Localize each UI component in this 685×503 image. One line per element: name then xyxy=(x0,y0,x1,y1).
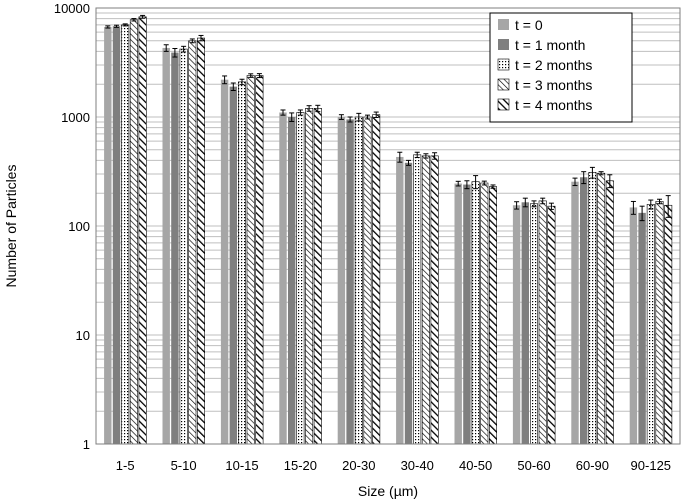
bar xyxy=(471,181,480,445)
x-tick-label: 20-30 xyxy=(342,458,375,473)
bar xyxy=(104,26,112,444)
legend-swatch xyxy=(497,98,510,111)
bar xyxy=(655,201,664,445)
bar xyxy=(538,200,547,445)
bar xyxy=(597,172,606,445)
bar xyxy=(488,186,497,445)
bar xyxy=(588,172,597,445)
x-axis-title: Size (µm) xyxy=(358,483,418,499)
bar xyxy=(521,202,529,444)
bar xyxy=(512,205,521,444)
plot-frame xyxy=(95,7,681,445)
x-tick-label: 90-125 xyxy=(631,458,671,473)
legend-label: t = 0 xyxy=(515,17,543,33)
bar xyxy=(354,116,363,445)
bar xyxy=(197,37,206,445)
bar xyxy=(480,182,489,445)
bar xyxy=(305,108,314,445)
error-bars xyxy=(105,14,671,222)
bar xyxy=(396,156,404,444)
bar xyxy=(430,155,439,445)
bar xyxy=(246,75,255,445)
legend-box xyxy=(489,12,633,123)
bar xyxy=(413,154,422,445)
bar xyxy=(404,162,413,444)
bar xyxy=(346,119,354,444)
bar xyxy=(171,52,179,444)
y-axis-title: Number of Particles xyxy=(3,165,19,288)
legend-label: t = 1 month xyxy=(515,37,585,53)
legend-swatch xyxy=(497,58,510,71)
y-tick-label: 1000 xyxy=(61,110,90,125)
legend-swatch xyxy=(498,39,509,50)
bar xyxy=(629,207,638,444)
y-tick-label: 1 xyxy=(83,437,90,452)
bar xyxy=(605,180,614,445)
x-tick-label: 50-60 xyxy=(517,458,550,473)
x-tick-label: 40-50 xyxy=(459,458,492,473)
bar xyxy=(547,205,556,445)
legend-label: t = 4 months xyxy=(515,97,592,113)
legend: t = 0 t = 1 month t = 2 months t = 3 months… xyxy=(489,12,633,123)
bar xyxy=(571,181,579,444)
x-tick-label: 15-20 xyxy=(284,458,317,473)
legend-label: t = 2 months xyxy=(515,57,592,73)
y-tick-label: 10000 xyxy=(54,1,90,16)
y-tick-label: 100 xyxy=(68,219,90,234)
bar xyxy=(229,86,237,445)
bar xyxy=(337,117,346,444)
bar xyxy=(421,155,430,445)
bar xyxy=(463,184,471,444)
bar xyxy=(220,79,229,444)
x-tick-label: 10-15 xyxy=(225,458,258,473)
bar xyxy=(129,19,138,445)
bar xyxy=(313,108,322,445)
bar xyxy=(238,81,247,445)
bar xyxy=(279,112,287,445)
bar xyxy=(664,204,673,445)
bar xyxy=(121,24,130,445)
legend-swatch xyxy=(497,78,510,91)
bar xyxy=(454,183,462,444)
bar xyxy=(138,16,147,445)
bar xyxy=(188,40,197,445)
bar xyxy=(372,114,381,445)
bar xyxy=(296,112,305,445)
y-tick-label: 10 xyxy=(76,328,90,343)
bar xyxy=(162,47,170,445)
x-axis-ticks: 1-5 5-10 10-15 15-20 20-30 30-40 40-50 50-60 60-… xyxy=(116,458,671,473)
bar xyxy=(363,116,372,445)
bar xyxy=(288,117,296,444)
bars xyxy=(104,16,673,445)
legend-label: t = 3 months xyxy=(515,77,592,93)
bar xyxy=(112,26,121,444)
bar xyxy=(646,204,655,445)
bar xyxy=(638,212,646,444)
bar xyxy=(580,177,588,445)
y-axis-ticks: 1 10 100 1000 10000 xyxy=(54,1,90,452)
x-tick-label: 5-10 xyxy=(171,458,197,473)
legend-swatch xyxy=(498,19,509,30)
x-tick-label: 30-40 xyxy=(401,458,434,473)
x-tick-label: 60-90 xyxy=(576,458,609,473)
bar xyxy=(255,75,264,445)
bar xyxy=(179,48,188,445)
bar xyxy=(529,203,538,445)
x-tick-label: 1-5 xyxy=(116,458,135,473)
